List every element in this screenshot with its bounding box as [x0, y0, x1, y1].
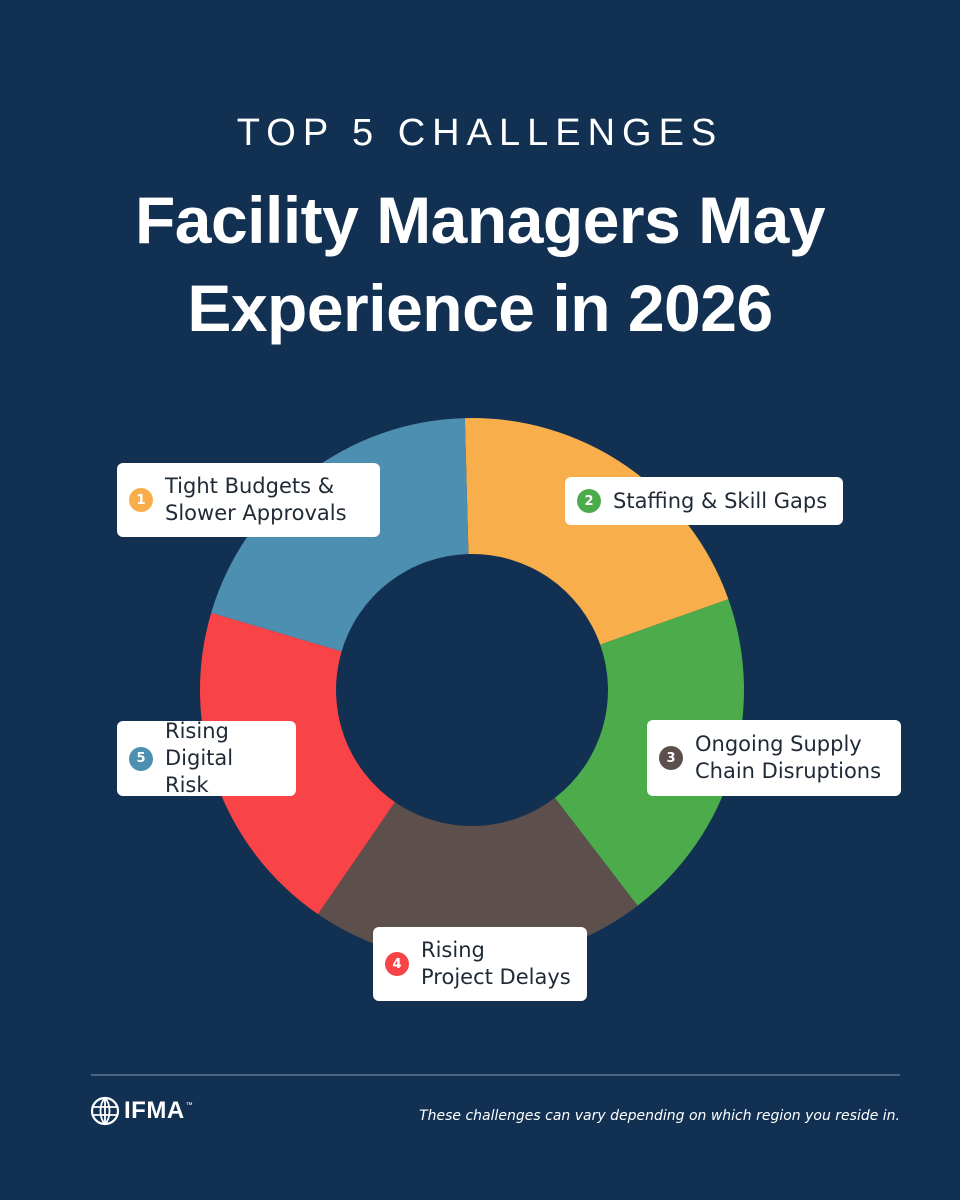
- title-line-1: Facility Managers May: [134, 183, 826, 257]
- label-slice-3: 3 Ongoing Supply Chain Disruptions: [647, 720, 901, 796]
- label-5-line-1: Rising: [165, 719, 229, 743]
- badge-2: 2: [577, 489, 601, 513]
- donut-slice-1: [464, 418, 729, 645]
- page-title: Facility Managers May Experience in 2026: [0, 176, 960, 352]
- logo-wordmark: IFMA: [124, 1097, 185, 1124]
- title-line-2: Experience in 2026: [187, 271, 773, 345]
- kicker-heading: TOP 5 CHALLENGES: [236, 112, 724, 154]
- donut-slice-4: [200, 612, 395, 915]
- badge-5: 5: [129, 746, 153, 771]
- globe-icon: [90, 1096, 120, 1126]
- logo-trademark: ™: [185, 1102, 193, 1109]
- badge-1: 1: [129, 488, 153, 512]
- label-slice-2: 2 Staffing & Skill Gaps: [565, 477, 843, 525]
- footer-note: These challenges can vary depending on w…: [419, 1108, 900, 1124]
- label-slice-5: 5 Rising Digital Risk: [117, 719, 296, 797]
- label-3-line-1: Ongoing Supply: [695, 732, 862, 756]
- label-4-line-2: Project Delays: [421, 965, 571, 989]
- label-slice-1: 1 Tight Budgets & Slower Approvals: [117, 463, 380, 537]
- label-slice-4: 4 Rising Project Delays: [373, 927, 587, 1001]
- label-1-line-2: Slower Approvals: [165, 501, 347, 525]
- label-3-line-2: Chain Disruptions: [695, 759, 882, 783]
- badge-4: 4: [385, 952, 409, 976]
- ifma-logo: IFMA ™: [90, 1094, 193, 1128]
- footer-divider: [91, 1074, 900, 1076]
- label-4-line-1: Rising: [421, 938, 485, 962]
- label-1-line-1: Tight Budgets &: [165, 474, 335, 498]
- donut-slice-3: [317, 797, 638, 963]
- label-2-line-1: Staffing & Skill Gaps: [613, 488, 828, 513]
- badge-3: 3: [659, 746, 683, 770]
- label-5-line-2: Digital Risk: [165, 746, 234, 797]
